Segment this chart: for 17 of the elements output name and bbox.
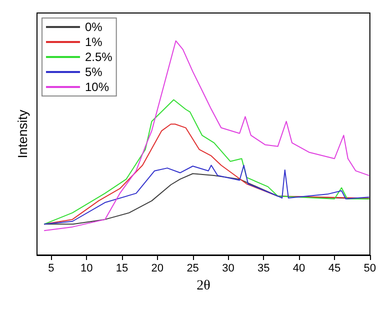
x-tick-label: 20 (151, 262, 164, 274)
legend-label: 1% (85, 35, 103, 49)
legend-label: 10% (85, 80, 110, 94)
x-tick-label: 45 (328, 262, 341, 274)
legend-label: 5% (85, 65, 103, 79)
x-tick-label: 40 (292, 262, 306, 274)
x-tick-label: 5 (48, 262, 54, 274)
x-tick-label: 10 (80, 262, 93, 274)
legend-label: 2.5% (85, 50, 113, 64)
x-tick-label: 50 (364, 262, 376, 274)
x-tick-label: 30 (222, 262, 234, 274)
y-axis-title: Intensity (15, 109, 30, 158)
x-tick-label: 25 (186, 262, 199, 274)
legend-label: 0% (85, 20, 103, 34)
x-tick-label: 15 (116, 262, 128, 274)
x-tick-label: 35 (258, 262, 270, 274)
x-axis-title: 2θ (196, 278, 211, 294)
